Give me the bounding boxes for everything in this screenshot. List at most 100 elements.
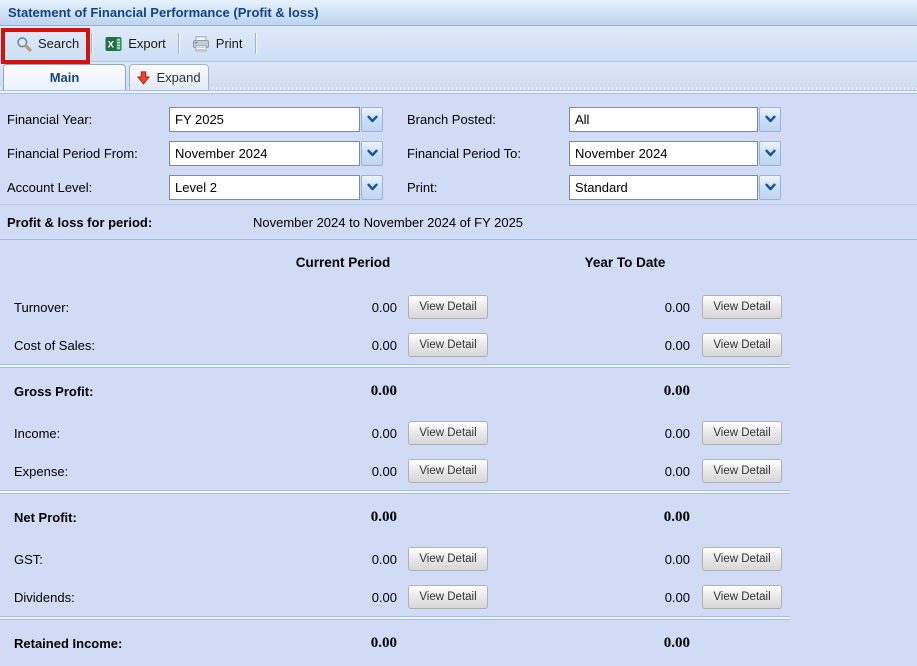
toolbar-separator <box>254 33 257 54</box>
chevron-down-icon[interactable] <box>759 140 781 166</box>
view-detail-button[interactable]: View Detail <box>408 295 488 319</box>
row-label: GST: <box>14 551 43 567</box>
window-titlebar: Statement of Financial Performance (Prof… <box>0 0 917 26</box>
current-period-total: 0.00 <box>370 508 397 525</box>
report-row-net-profit: Net Profit: 0.00 0.00 <box>0 494 917 540</box>
filter-row: Financial Year: FY 2025 Branch Posted: A… <box>0 102 917 136</box>
chevron-down-icon[interactable] <box>759 174 781 200</box>
account-level-select[interactable]: Level 2 <box>169 174 383 200</box>
year-to-date-total: 0.00 <box>663 634 690 651</box>
report-row-turnover: Turnover: 0.00 View Detail 0.00 View Det… <box>0 288 917 326</box>
view-detail-button[interactable]: View Detail <box>702 333 782 357</box>
financial-year-label: Financial Year: <box>7 111 93 127</box>
year-to-date-total: 0.00 <box>663 382 690 399</box>
year-to-date-value: 0.00 <box>664 463 690 479</box>
chevron-down-icon[interactable] <box>361 174 383 200</box>
filter-row: Account Level: Level 2 Print: Standard <box>0 170 917 204</box>
excel-export-icon: X <box>105 36 122 52</box>
view-detail-button[interactable]: View Detail <box>702 547 782 571</box>
chevron-down-icon[interactable] <box>361 106 383 132</box>
expand-arrow-down-icon <box>137 70 151 85</box>
view-detail-button[interactable]: View Detail <box>702 459 782 483</box>
current-period-value: 0.00 <box>371 425 397 441</box>
summary-label: Gross Profit: <box>14 383 94 399</box>
summary-label: Net Profit: <box>14 509 77 525</box>
view-detail-button[interactable]: View Detail <box>408 459 488 483</box>
branch-posted-value[interactable]: All <box>569 106 758 132</box>
period-summary-label: Profit & loss for period: <box>7 214 153 230</box>
report-row-income: Income: 0.00 View Detail 0.00 View Detai… <box>0 414 917 452</box>
filter-row: Financial Period From: November 2024 Fin… <box>0 136 917 170</box>
toolbar-separator <box>91 33 94 54</box>
account-level-value[interactable]: Level 2 <box>169 174 360 200</box>
year-to-date-value: 0.00 <box>664 589 690 605</box>
search-button-label: Search <box>38 36 80 51</box>
current-period-value: 0.00 <box>371 589 397 605</box>
financial-period-from-label: Financial Period From: <box>7 145 138 161</box>
view-detail-button[interactable]: View Detail <box>702 585 782 609</box>
year-to-date-value: 0.00 <box>664 551 690 567</box>
year-to-date-value: 0.00 <box>664 299 690 315</box>
tab-strip: Main Expand <box>0 62 917 90</box>
branch-posted-select[interactable]: All <box>569 106 781 132</box>
period-summary-band: Profit & loss for period: November 2024 … <box>0 204 917 240</box>
view-detail-button[interactable]: View Detail <box>408 585 488 609</box>
current-period-value: 0.00 <box>371 337 397 353</box>
export-button[interactable]: X Export <box>96 30 175 58</box>
financial-period-from-value[interactable]: November 2024 <box>169 140 360 166</box>
print-option-label: Print: <box>407 179 438 195</box>
year-to-date-value: 0.00 <box>664 425 690 441</box>
financial-year-select[interactable]: FY 2025 <box>169 106 383 132</box>
tab-main[interactable]: Main <box>3 64 126 90</box>
chevron-down-icon[interactable] <box>361 140 383 166</box>
tab-expand[interactable]: Expand <box>129 64 209 90</box>
report-row-gross-profit: Gross Profit: 0.00 0.00 <box>0 368 917 414</box>
view-detail-button[interactable]: View Detail <box>408 421 488 445</box>
report-row-cost-of-sales: Cost of Sales: 0.00 View Detail 0.00 Vie… <box>0 326 917 364</box>
current-period-header: Current Period <box>295 255 391 270</box>
row-label: Income: <box>14 425 61 441</box>
print-button-label: Print <box>215 36 243 51</box>
financial-period-to-select[interactable]: November 2024 <box>569 140 781 166</box>
current-period-value: 0.00 <box>371 463 397 479</box>
print-option-value[interactable]: Standard <box>569 174 758 200</box>
chevron-down-icon[interactable] <box>759 106 781 132</box>
branch-posted-label: Branch Posted: <box>407 111 496 127</box>
search-icon <box>16 36 32 52</box>
financial-period-to-label: Financial Period To: <box>407 145 521 161</box>
filter-panel: Financial Year: FY 2025 Branch Posted: A… <box>0 94 917 204</box>
year-to-date-value: 0.00 <box>664 337 690 353</box>
printer-icon <box>192 35 210 52</box>
financial-year-value[interactable]: FY 2025 <box>169 106 360 132</box>
print-option-select[interactable]: Standard <box>569 174 781 200</box>
current-period-total: 0.00 <box>370 634 397 651</box>
search-button[interactable]: Search <box>7 30 88 58</box>
period-summary-value: November 2024 to November 2024 of FY 202… <box>253 214 524 230</box>
view-detail-button[interactable]: View Detail <box>702 421 782 445</box>
view-detail-button[interactable]: View Detail <box>702 295 782 319</box>
view-detail-button[interactable]: View Detail <box>408 547 488 571</box>
tab-main-label: Main <box>49 70 80 85</box>
page-title: Statement of Financial Performance (Prof… <box>8 5 319 20</box>
summary-label: Retained Income: <box>14 635 123 651</box>
row-label: Expense: <box>14 463 69 479</box>
print-button[interactable]: Print <box>183 30 252 58</box>
row-label: Dividends: <box>14 589 75 605</box>
row-label: Turnover: <box>14 299 70 315</box>
year-to-date-total: 0.00 <box>663 508 690 525</box>
current-period-total: 0.00 <box>370 382 397 399</box>
report-row-expense: Expense: 0.00 View Detail 0.00 View Deta… <box>0 452 917 490</box>
financial-period-from-select[interactable]: November 2024 <box>169 140 383 166</box>
view-detail-button[interactable]: View Detail <box>408 333 488 357</box>
account-level-label: Account Level: <box>7 179 93 195</box>
section-divider <box>0 490 790 494</box>
year-to-date-header: Year To Date <box>584 255 666 270</box>
export-button-label: Export <box>128 36 166 51</box>
report-column-headers: Current Period Year To Date <box>0 240 917 288</box>
tab-expand-label: Expand <box>156 70 201 85</box>
toolbar-separator <box>177 33 180 54</box>
toolbar: Search X Export <box>0 26 917 64</box>
financial-period-to-value[interactable]: November 2024 <box>569 140 758 166</box>
tabstrip-divider <box>0 90 917 94</box>
row-label: Cost of Sales: <box>14 337 95 353</box>
